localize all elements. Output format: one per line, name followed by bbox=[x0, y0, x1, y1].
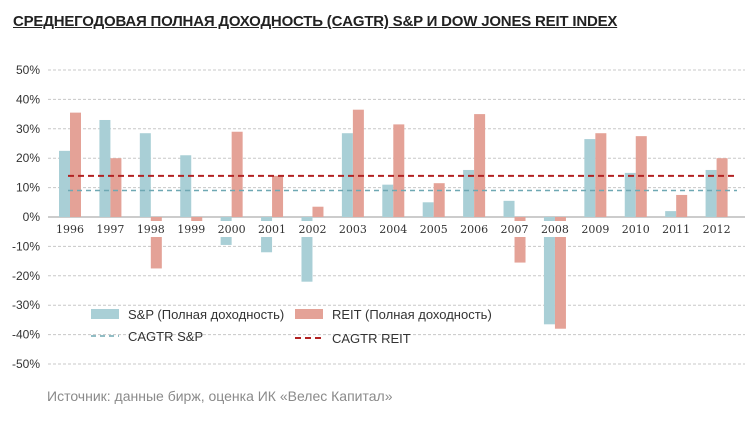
x-tick-label: 2002 bbox=[298, 223, 326, 236]
x-tick-label: 2001 bbox=[258, 223, 286, 236]
x-tick-label-bg bbox=[255, 221, 290, 237]
sp-bar bbox=[382, 184, 394, 217]
sp-bar bbox=[139, 133, 151, 217]
x-axis-labels: 1996 1997 1998 1999 2000 2001 2002 2003 2004 2005… bbox=[53, 221, 734, 237]
source-note: Источник: данные бирж, оценка ИК «Велес … bbox=[47, 388, 393, 404]
x-tick-label: 2000 bbox=[218, 223, 246, 236]
x-tick-label: 2006 bbox=[460, 223, 488, 236]
sp-bar bbox=[584, 139, 596, 217]
x-tick-label: 2005 bbox=[420, 223, 448, 236]
x-tick-label: 1997 bbox=[96, 223, 124, 236]
x-tick-label: 2009 bbox=[581, 223, 609, 236]
x-tick-label: 2008 bbox=[541, 223, 569, 236]
x-tick-label-bg bbox=[416, 221, 451, 237]
x-tick-label-bg bbox=[659, 221, 694, 237]
x-tick-label-bg bbox=[295, 221, 330, 237]
y-tick-label: -40% bbox=[12, 328, 40, 342]
sp-bar bbox=[503, 200, 515, 217]
bars bbox=[59, 109, 728, 329]
x-tick-label: 1996 bbox=[56, 223, 84, 236]
x-tick-label-bg bbox=[376, 221, 411, 237]
reit-bar bbox=[393, 124, 405, 217]
legend-reit-label: REIT (Полная доходность) bbox=[332, 307, 492, 322]
x-tick-label-bg bbox=[174, 221, 209, 237]
y-tick-label: -30% bbox=[12, 298, 40, 312]
x-tick-label: 2003 bbox=[339, 223, 367, 236]
x-tick-label: 2012 bbox=[703, 223, 731, 236]
sp-bar bbox=[180, 155, 192, 217]
sp-bar bbox=[463, 169, 475, 217]
x-tick-label: 1998 bbox=[137, 223, 165, 236]
reit-bar bbox=[433, 183, 445, 217]
reference-lines bbox=[68, 174, 737, 192]
x-tick-label: 1999 bbox=[177, 223, 205, 236]
y-tick-label: 50% bbox=[16, 63, 40, 77]
sp-bar bbox=[543, 217, 555, 325]
y-tick-label: 10% bbox=[16, 181, 40, 195]
chart-title: СРЕДНЕГОДОВАЯ ПОЛНАЯ ДОХОДНОСТЬ (CAGTR) … bbox=[13, 13, 618, 30]
reit-bar bbox=[150, 217, 162, 269]
legend-cagtr-reit-label: CAGTR REIT bbox=[332, 331, 411, 346]
legend-reit-swatch bbox=[295, 309, 323, 319]
x-tick-label-bg bbox=[618, 221, 653, 237]
reit-bar bbox=[716, 158, 728, 217]
x-tick-label-bg bbox=[53, 221, 87, 237]
y-tick-label: 40% bbox=[16, 92, 40, 106]
x-tick-label-bg bbox=[214, 221, 249, 237]
x-tick-label-bg bbox=[497, 221, 532, 237]
y-tick-label: 30% bbox=[16, 122, 40, 136]
x-tick-label-bg bbox=[133, 221, 168, 237]
x-tick-label-bg bbox=[578, 221, 613, 237]
x-tick-label-bg bbox=[537, 221, 572, 237]
reit-bar bbox=[514, 217, 526, 263]
x-tick-label: 2010 bbox=[622, 223, 650, 236]
sp-bar bbox=[59, 150, 70, 217]
sp-bar bbox=[341, 133, 353, 217]
reit-bar bbox=[474, 114, 486, 217]
reit-bar bbox=[110, 158, 122, 217]
x-tick-label-bg bbox=[335, 221, 370, 237]
sp-bar bbox=[301, 217, 313, 282]
y-tick-label: -10% bbox=[12, 239, 40, 253]
y-tick-label: -50% bbox=[12, 357, 40, 371]
legend-sp-label: S&P (Полная доходность) bbox=[128, 307, 284, 322]
x-tick-label: 2007 bbox=[501, 223, 529, 236]
reit-bar bbox=[676, 194, 688, 217]
sp-bar bbox=[99, 119, 111, 217]
y-tick-label: 20% bbox=[16, 151, 40, 165]
x-tick-label: 2011 bbox=[662, 223, 690, 236]
reit-bar bbox=[70, 112, 81, 217]
sp-bar bbox=[705, 169, 717, 217]
legend-sp-swatch bbox=[91, 309, 119, 319]
x-tick-label-bg bbox=[699, 221, 734, 237]
reit-bar bbox=[554, 217, 566, 329]
x-tick-label-bg bbox=[93, 221, 128, 237]
y-axis-labels: 50% 40% 30% 20% 10% 0% -10% -20% -30% -40% -50% bbox=[12, 63, 40, 371]
reit-bar bbox=[352, 109, 364, 217]
reit-bar bbox=[231, 131, 243, 217]
reit-bar bbox=[272, 175, 284, 217]
sp-bar bbox=[624, 172, 636, 217]
sp-bar bbox=[422, 202, 434, 217]
x-tick-label: 2004 bbox=[379, 223, 407, 236]
legend-cagtr-sp-label: CAGTR S&P bbox=[128, 329, 203, 344]
legend: S&P (Полная доходность) REIT (Полная дохо… bbox=[91, 307, 492, 346]
x-tick-label-bg bbox=[457, 221, 492, 237]
y-tick-label: -20% bbox=[12, 269, 40, 283]
sp-bar bbox=[665, 211, 677, 217]
y-tick-label: 0% bbox=[23, 210, 41, 224]
reit-bar bbox=[312, 206, 324, 217]
